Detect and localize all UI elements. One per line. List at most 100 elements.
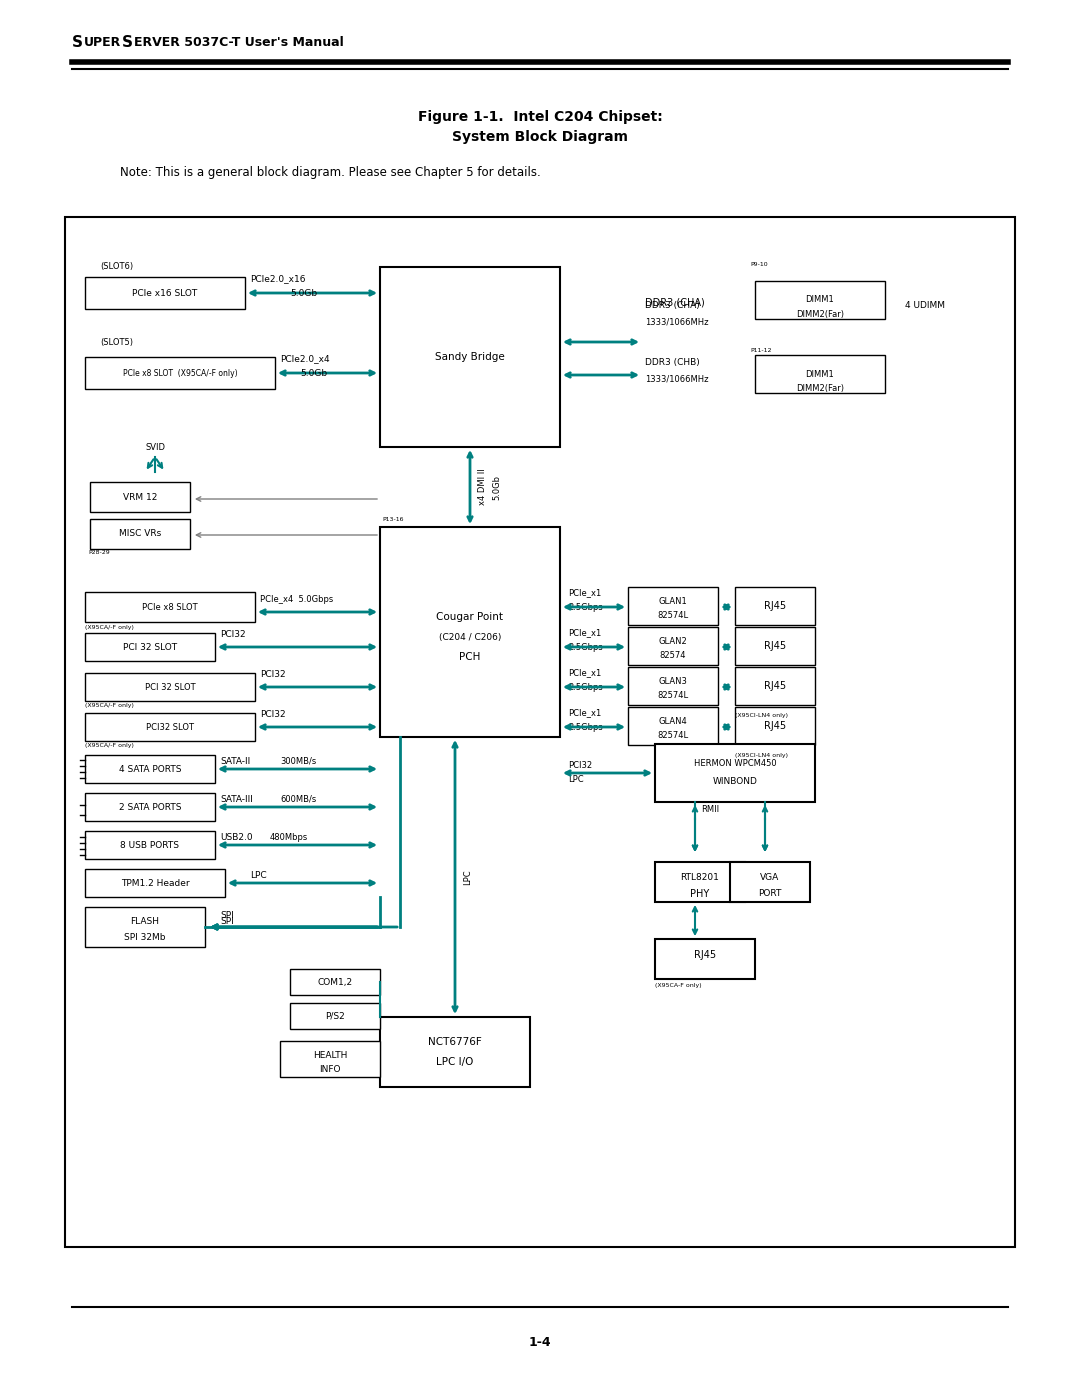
Text: INFO: INFO: [320, 1065, 341, 1073]
Text: 2.5Gbps: 2.5Gbps: [568, 722, 603, 732]
Text: x4 DMI II: x4 DMI II: [478, 468, 487, 506]
Text: PCIe_x1: PCIe_x1: [568, 708, 602, 718]
Text: 82574L: 82574L: [658, 610, 689, 619]
FancyBboxPatch shape: [65, 217, 1015, 1248]
Text: HEALTH: HEALTH: [313, 1051, 347, 1059]
Text: 1-4: 1-4: [529, 1336, 551, 1348]
FancyBboxPatch shape: [654, 862, 745, 902]
Text: ERVER 5037C-T User's Manual: ERVER 5037C-T User's Manual: [134, 35, 343, 49]
FancyBboxPatch shape: [735, 627, 815, 665]
FancyBboxPatch shape: [90, 520, 190, 549]
FancyBboxPatch shape: [85, 277, 245, 309]
Text: PCI32 SLOT: PCI32 SLOT: [146, 722, 194, 732]
FancyBboxPatch shape: [85, 673, 255, 701]
Text: LPC: LPC: [249, 870, 267, 880]
Text: UPER: UPER: [84, 35, 121, 49]
Text: COM1,2: COM1,2: [318, 978, 352, 986]
FancyBboxPatch shape: [755, 355, 885, 393]
Text: Figure 1-1.  Intel C204 Chipset:: Figure 1-1. Intel C204 Chipset:: [418, 110, 662, 124]
Text: DDR3 (CHB): DDR3 (CHB): [645, 358, 700, 366]
Text: S: S: [122, 35, 133, 49]
FancyBboxPatch shape: [380, 1017, 530, 1087]
Text: 4 UDIMM: 4 UDIMM: [905, 300, 945, 310]
Text: SPI: SPI: [220, 911, 233, 919]
Text: P/S2: P/S2: [325, 1011, 345, 1020]
Text: PCIe_x1: PCIe_x1: [568, 669, 602, 678]
Text: PCIe x8 SLOT  (X95CA/-F only): PCIe x8 SLOT (X95CA/-F only): [123, 369, 238, 377]
FancyBboxPatch shape: [291, 1003, 380, 1030]
Text: 2 SATA PORTS: 2 SATA PORTS: [119, 802, 181, 812]
FancyBboxPatch shape: [627, 587, 718, 624]
Text: DIMM2(Far): DIMM2(Far): [796, 310, 843, 319]
Text: P13-16: P13-16: [382, 517, 404, 522]
FancyBboxPatch shape: [85, 793, 215, 821]
Text: 4 SATA PORTS: 4 SATA PORTS: [119, 764, 181, 774]
FancyBboxPatch shape: [85, 358, 275, 388]
FancyBboxPatch shape: [291, 970, 380, 995]
FancyBboxPatch shape: [85, 869, 225, 897]
FancyBboxPatch shape: [85, 754, 215, 782]
Text: PCI 32 SLOT: PCI 32 SLOT: [145, 683, 195, 692]
Text: (X95CA/-F only): (X95CA/-F only): [85, 703, 134, 708]
FancyBboxPatch shape: [85, 907, 205, 947]
Text: LPC I/O: LPC I/O: [436, 1058, 474, 1067]
Text: SPI 32Mb: SPI 32Mb: [124, 933, 165, 942]
Text: LPC: LPC: [463, 869, 472, 884]
Text: (X95CI-LN4 only): (X95CI-LN4 only): [735, 712, 788, 718]
Text: System Block Diagram: System Block Diagram: [453, 130, 627, 144]
Text: SATA-II: SATA-II: [220, 757, 251, 766]
Text: RTL8201: RTL8201: [680, 873, 719, 882]
Text: SVID: SVID: [145, 443, 165, 451]
Text: PCIe2.0_x16: PCIe2.0_x16: [249, 274, 306, 284]
FancyBboxPatch shape: [85, 592, 255, 622]
Text: PCIe x16 SLOT: PCIe x16 SLOT: [133, 289, 198, 298]
Text: P11-12: P11-12: [750, 348, 771, 353]
Text: SPI: SPI: [220, 916, 233, 925]
FancyBboxPatch shape: [85, 712, 255, 740]
Text: USB2.0: USB2.0: [220, 833, 253, 841]
Text: (X95CI-LN4 only): (X95CI-LN4 only): [735, 753, 788, 759]
FancyBboxPatch shape: [280, 1041, 380, 1077]
Text: GLAN2: GLAN2: [659, 637, 687, 645]
Text: VRM 12: VRM 12: [123, 493, 158, 502]
Text: (C204 / C206): (C204 / C206): [438, 633, 501, 641]
Text: FLASH: FLASH: [131, 916, 160, 925]
Text: Note: This is a general block diagram. Please see Chapter 5 for details.: Note: This is a general block diagram. P…: [120, 165, 541, 179]
Text: PCIe_x1: PCIe_x1: [568, 588, 602, 598]
Text: PCH: PCH: [459, 652, 481, 662]
Text: (X95CA-F only): (X95CA-F only): [654, 983, 702, 988]
Text: 480Mbps: 480Mbps: [270, 833, 308, 841]
FancyBboxPatch shape: [627, 707, 718, 745]
Text: P28-29: P28-29: [87, 550, 110, 555]
FancyBboxPatch shape: [735, 587, 815, 624]
Text: P9-10: P9-10: [750, 263, 768, 267]
Text: GLAN3: GLAN3: [659, 676, 688, 686]
Text: 600MB/s: 600MB/s: [280, 795, 316, 803]
Text: DDR3 (CHA): DDR3 (CHA): [645, 300, 700, 310]
Text: 1333/1066MHz: 1333/1066MHz: [645, 374, 708, 384]
Text: (X95CA/-F only): (X95CA/-F only): [85, 743, 134, 747]
Text: 82574: 82574: [660, 651, 686, 659]
Text: SATA-III: SATA-III: [220, 795, 253, 803]
Text: (SLOT5): (SLOT5): [100, 338, 133, 346]
Text: DIMM1: DIMM1: [806, 296, 835, 305]
Text: DIMM2(Far): DIMM2(Far): [796, 384, 843, 393]
Text: DIMM1: DIMM1: [806, 369, 835, 379]
FancyBboxPatch shape: [380, 527, 561, 738]
Text: PORT: PORT: [758, 890, 782, 898]
Text: PHY: PHY: [690, 888, 710, 900]
Text: 5.0Gb: 5.0Gb: [492, 475, 501, 500]
FancyBboxPatch shape: [654, 939, 755, 979]
Text: Cougar Point: Cougar Point: [436, 612, 503, 622]
Text: 5.0Gb: 5.0Gb: [291, 289, 318, 298]
FancyBboxPatch shape: [755, 281, 885, 319]
Text: 300MB/s: 300MB/s: [280, 757, 316, 766]
Text: 2.5Gbps: 2.5Gbps: [568, 643, 603, 651]
Text: (SLOT6): (SLOT6): [100, 263, 133, 271]
Text: PCI32: PCI32: [220, 630, 245, 638]
Text: MISC VRs: MISC VRs: [119, 529, 161, 538]
Text: PCIe2.0_x4: PCIe2.0_x4: [280, 355, 329, 363]
Text: PCI32: PCI32: [260, 710, 285, 718]
Text: GLAN4: GLAN4: [659, 717, 687, 725]
Text: PCIe_x1: PCIe_x1: [568, 629, 602, 637]
